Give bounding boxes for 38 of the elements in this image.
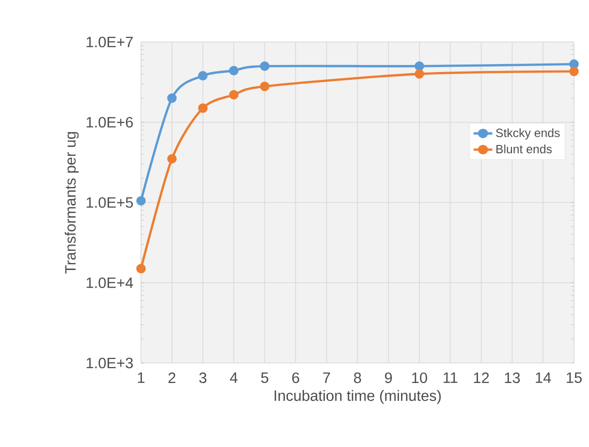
x-tick-label: 3 [199, 372, 206, 384]
y-tick-label: 1.0E+4 [86, 277, 134, 288]
x-tick-label: 8 [354, 372, 362, 384]
x-tick-label: 5 [261, 372, 268, 383]
x-tick-label: 1 [138, 372, 144, 383]
point [229, 90, 239, 100]
point [260, 82, 270, 92]
x-tick-label: 15 [566, 372, 582, 383]
y-tick-label: 1.0E+6 [86, 116, 133, 128]
x-tick-label: 10 [412, 372, 428, 384]
point [198, 103, 208, 113]
x-tick-label: 6 [292, 372, 300, 384]
point [198, 70, 208, 80]
y-axis-title: Transformants per ug [64, 132, 79, 274]
x-axis-title: Incubation time (minutes) [274, 390, 441, 404]
x-tick-label: 2 [168, 372, 176, 383]
point [569, 66, 579, 76]
x-tick-label: 9 [384, 372, 392, 384]
point [260, 61, 270, 71]
x-tick-label: 7 [323, 372, 330, 383]
y-tick-label: 1.0E+3 [86, 358, 133, 368]
y-tick-label: 1.0E+5 [86, 197, 133, 208]
x-tick-label: 14 [536, 372, 551, 383]
legend-label: Blunt ends [496, 144, 552, 154]
point [414, 69, 424, 79]
x-tick-label: 13 [504, 372, 520, 384]
x-tick-label: 12 [474, 372, 489, 383]
point [136, 196, 146, 206]
point [414, 61, 424, 71]
point [229, 66, 239, 76]
legend-label: Stkcky ends [496, 128, 560, 140]
point [136, 264, 146, 274]
x-tick-label: 11 [444, 372, 458, 383]
point [167, 154, 177, 164]
point [569, 59, 579, 69]
point [167, 93, 177, 103]
x-tick-label: 4 [230, 372, 238, 383]
y-tick-label: 1.0E+7 [86, 36, 133, 48]
